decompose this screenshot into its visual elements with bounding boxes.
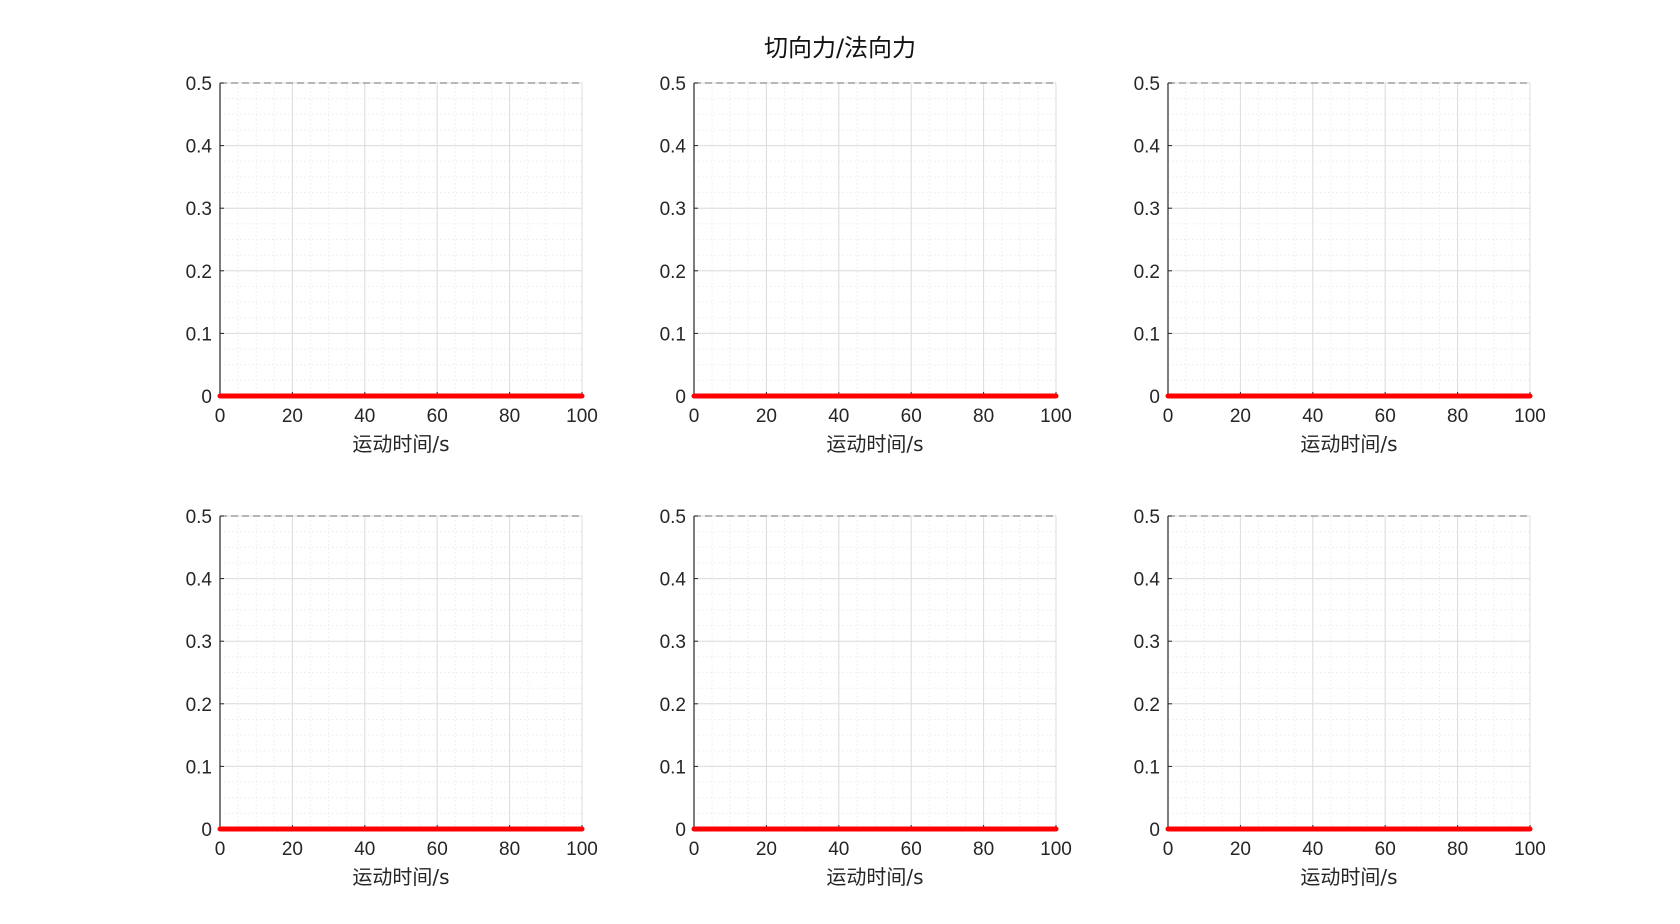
- y-tick-label: 0.5: [1134, 74, 1160, 95]
- subplot-4: 0 20 40 60 80 100 0 0.1 0.2 0.3 0.4 0.5 运动时间/s: [186, 507, 598, 889]
- x-tick-label: 100: [566, 839, 598, 860]
- y-tick-label: 0: [675, 820, 686, 841]
- x-tick-label: 20: [756, 406, 777, 427]
- y-tick-label: 0.1: [186, 324, 212, 345]
- x-tick-label: 0: [215, 406, 226, 427]
- x-tick-label: 0: [1163, 839, 1174, 860]
- x-tick-label: 0: [215, 839, 226, 860]
- x-tick-label: 40: [354, 839, 375, 860]
- y-tick-label: 0.2: [1134, 262, 1160, 283]
- x-axis-label: 运动时间/s: [352, 865, 449, 889]
- x-tick-label: 40: [828, 839, 849, 860]
- y-tick-label: 0.4: [1134, 570, 1161, 591]
- subplot-grid: 0 20 40 60 80 100 0 0.1 0.2 0.3 0.4 0.5 运动时间/s 0 20 40 6…: [186, 74, 1546, 889]
- x-tick-label: 100: [1514, 839, 1546, 860]
- subplot-3: 0 20 40 60 80 100 0 0.1 0.2 0.3 0.4 0.5 运动时间/s: [1134, 74, 1546, 456]
- x-tick-label: 100: [566, 406, 598, 427]
- y-tick-label: 0.4: [660, 137, 687, 158]
- y-tick-label: 0: [1149, 820, 1160, 841]
- y-tick-label: 0.4: [186, 570, 213, 591]
- y-tick-label: 0.5: [660, 507, 686, 528]
- y-tick-label: 0.3: [186, 199, 212, 220]
- x-tick-label: 80: [499, 406, 520, 427]
- x-tick-label: 0: [689, 406, 700, 427]
- y-tick-label: 0.2: [186, 695, 212, 716]
- x-axis-label: 运动时间/s: [1300, 432, 1397, 456]
- x-tick-label: 20: [282, 839, 303, 860]
- minor-grid: [693, 82, 1057, 397]
- y-tick-label: 0.3: [1134, 632, 1160, 653]
- x-tick-label: 20: [756, 839, 777, 860]
- x-tick-label: 60: [901, 839, 922, 860]
- y-tick-label: 0.4: [1134, 137, 1161, 158]
- y-tick-label: 0: [201, 387, 212, 408]
- y-tick-label: 0.2: [660, 695, 686, 716]
- x-tick-label: 60: [1375, 406, 1396, 427]
- x-tick-label: 80: [973, 839, 994, 860]
- x-tick-label: 60: [427, 406, 448, 427]
- x-axis-label: 运动时间/s: [826, 432, 923, 456]
- x-tick-label: 40: [1302, 839, 1323, 860]
- y-tick-label: 0.2: [1134, 695, 1160, 716]
- subplot-1: 0 20 40 60 80 100 0 0.1 0.2 0.3 0.4 0.5 运动时间/s: [186, 74, 598, 456]
- x-tick-label: 20: [282, 406, 303, 427]
- y-tick-label: 0.5: [660, 74, 686, 95]
- y-tick-label: 0: [1149, 387, 1160, 408]
- x-tick-label: 20: [1230, 406, 1251, 427]
- minor-grid: [1167, 82, 1531, 397]
- minor-grid: [219, 515, 583, 830]
- y-tick-label: 0.1: [186, 757, 212, 778]
- subplot-6: 0 20 40 60 80 100 0 0.1 0.2 0.3 0.4 0.5 运动时间/s: [1134, 507, 1546, 889]
- x-axis-label: 运动时间/s: [826, 865, 923, 889]
- x-tick-label: 40: [354, 406, 375, 427]
- x-axis-label: 运动时间/s: [1300, 865, 1397, 889]
- y-tick-label: 0.2: [660, 262, 686, 283]
- x-tick-label: 80: [1447, 839, 1468, 860]
- y-tick-label: 0.3: [186, 632, 212, 653]
- y-tick-label: 0: [675, 387, 686, 408]
- x-tick-label: 40: [828, 406, 849, 427]
- x-tick-label: 100: [1040, 406, 1072, 427]
- x-tick-label: 80: [973, 406, 994, 427]
- x-tick-label: 80: [1447, 406, 1468, 427]
- x-tick-label: 60: [1375, 839, 1396, 860]
- x-tick-label: 60: [427, 839, 448, 860]
- x-tick-label: 60: [901, 406, 922, 427]
- y-tick-label: 0.1: [1134, 757, 1160, 778]
- x-axis-label: 运动时间/s: [352, 432, 449, 456]
- x-tick-label: 100: [1514, 406, 1546, 427]
- y-tick-label: 0.3: [1134, 199, 1160, 220]
- y-tick-label: 0.5: [186, 74, 212, 95]
- minor-grid: [693, 515, 1057, 830]
- y-tick-label: 0: [201, 820, 212, 841]
- subplot-2: 0 20 40 60 80 100 0 0.1 0.2 0.3 0.4 0.5 运动时间/s: [660, 74, 1072, 456]
- x-tick-label: 100: [1040, 839, 1072, 860]
- y-tick-label: 0.1: [1134, 324, 1160, 345]
- y-tick-label: 0.4: [660, 570, 687, 591]
- y-tick-label: 0.1: [660, 324, 686, 345]
- y-tick-label: 0.4: [186, 137, 213, 158]
- y-tick-label: 0.3: [660, 199, 686, 220]
- figure-title: 切向力/法向力: [764, 34, 916, 62]
- y-tick-label: 0.5: [186, 507, 212, 528]
- x-tick-label: 40: [1302, 406, 1323, 427]
- x-tick-label: 0: [1163, 406, 1174, 427]
- x-tick-label: 0: [689, 839, 700, 860]
- y-tick-label: 0.3: [660, 632, 686, 653]
- y-tick-label: 0.2: [186, 262, 212, 283]
- x-tick-label: 80: [499, 839, 520, 860]
- x-tick-label: 20: [1230, 839, 1251, 860]
- subplot-5: 0 20 40 60 80 100 0 0.1 0.2 0.3 0.4 0.5 运动时间/s: [660, 507, 1072, 889]
- minor-grid: [1167, 515, 1531, 830]
- minor-grid: [219, 82, 583, 397]
- y-tick-label: 0.1: [660, 757, 686, 778]
- y-tick-label: 0.5: [1134, 507, 1160, 528]
